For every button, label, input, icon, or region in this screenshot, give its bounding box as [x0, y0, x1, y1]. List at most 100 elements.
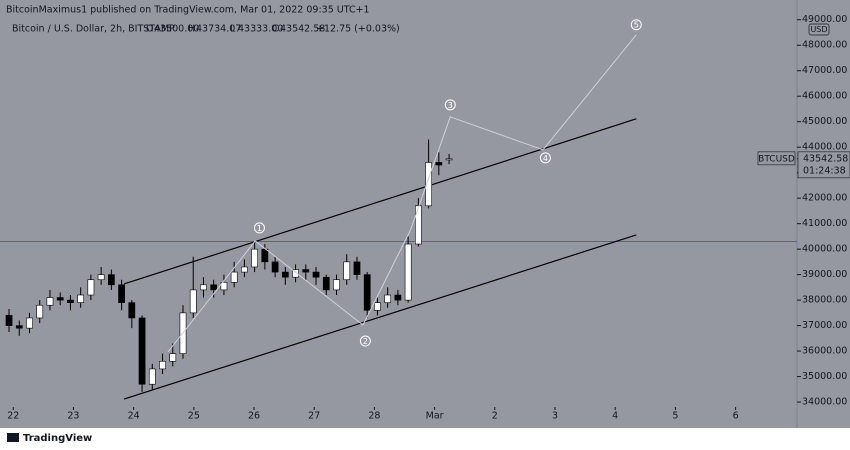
candle-body	[128, 302, 136, 319]
x-tick-label: 22	[7, 411, 19, 422]
x-tick-label: 6	[733, 411, 739, 422]
candle-body	[241, 266, 248, 273]
chart-background	[0, 0, 850, 428]
y-tick-label: 41000.00	[802, 218, 847, 229]
ohlc-key: L	[230, 24, 236, 35]
y-tick-label: 38000.00	[802, 295, 847, 306]
y-tick-label: 47000.00	[802, 65, 847, 76]
candle-body	[56, 297, 64, 301]
footer: TradingView	[7, 433, 92, 444]
candle-body	[435, 162, 443, 166]
candle-body	[281, 271, 289, 278]
candle-body	[200, 284, 207, 291]
ticker: BTCUSD	[758, 154, 795, 164]
candle-body	[261, 248, 269, 263]
candle-body	[414, 205, 422, 245]
y-tick-label: 37000.00	[802, 320, 847, 331]
x-tick-label: 27	[308, 411, 320, 422]
candle-body	[251, 248, 259, 268]
byline: BitcoinMaximus1 published on TradingView…	[6, 5, 370, 16]
ohlc-value: 43734.07	[196, 24, 241, 35]
change: +12.75 (+0.03%)	[316, 24, 400, 35]
candle-body	[67, 299, 74, 303]
candle-body	[118, 284, 125, 303]
y-tick-label: 49000.00	[802, 14, 847, 25]
x-tick-label: Mar	[426, 411, 444, 422]
candle-body	[5, 315, 13, 326]
ohlc-key: O	[146, 24, 153, 35]
wave-label: 2	[363, 337, 368, 346]
candle-body	[159, 360, 166, 370]
ohlc-key: H	[188, 24, 195, 35]
candle-body	[230, 271, 238, 283]
logo	[7, 433, 19, 442]
candle-body	[374, 302, 381, 311]
wave-label: 3	[448, 101, 453, 110]
candle-body	[384, 294, 392, 303]
brand: TradingView	[23, 433, 92, 444]
ohlc-value: 43542.58	[280, 24, 325, 35]
wave-label: 4	[543, 154, 548, 163]
wave-label-circle	[539, 152, 551, 164]
price-box	[797, 151, 850, 179]
ohlc-value: 43500.00	[154, 24, 199, 35]
wave-label-circle	[253, 222, 265, 234]
y-tick-label: 46000.00	[802, 91, 847, 102]
countdown: 01:24:38	[803, 165, 846, 176]
candle-body	[87, 279, 95, 296]
candle-body	[292, 269, 299, 278]
wave-label-circle	[630, 19, 642, 31]
x-tick-label: 2	[492, 411, 498, 422]
candle-body	[353, 261, 361, 275]
y-tick-label: 36000.00	[802, 346, 847, 357]
candle-body	[138, 317, 146, 385]
candle-body	[271, 261, 279, 273]
candle-body	[343, 261, 351, 281]
ohlc-key: C	[272, 24, 279, 35]
x-tick-label: 24	[128, 411, 140, 422]
candle-body	[189, 289, 197, 314]
wave-label-circle	[359, 335, 371, 347]
wave-label: 5	[634, 21, 639, 30]
x-tick-label: 25	[188, 411, 200, 422]
currency-box	[808, 23, 830, 36]
candle-body	[363, 274, 371, 311]
candle-body	[220, 281, 228, 291]
candle-body	[302, 269, 310, 273]
x-tick-label: 23	[67, 411, 79, 422]
candle-body	[15, 325, 23, 329]
currency: USD	[810, 25, 827, 34]
x-tick-label: 28	[368, 411, 380, 422]
last-price: 43542.58	[803, 153, 848, 164]
candle-body	[404, 243, 412, 301]
candle-body	[148, 368, 156, 385]
candle-body	[210, 284, 218, 291]
candle-body	[107, 274, 115, 286]
y-tick-label: 45000.00	[802, 116, 847, 127]
candle-body	[333, 279, 340, 291]
y-tick-label: 39000.00	[802, 269, 847, 280]
candle-body	[425, 162, 432, 207]
candle-body	[445, 158, 453, 161]
y-tick-label: 44000.00	[802, 142, 847, 153]
channel-line	[123, 118, 637, 285]
x-tick-label: 26	[248, 411, 260, 422]
ticker-box	[757, 151, 796, 166]
candle-body	[312, 271, 320, 278]
candle-body	[26, 317, 33, 329]
y-tick-label: 42000.00	[802, 193, 847, 204]
y-tick-label: 34000.00	[802, 397, 847, 408]
y-tick-label: 40000.00	[802, 244, 847, 255]
symbol: Bitcoin / U.S. Dollar, 2h, BITSTAMP	[12, 24, 175, 35]
candle-body	[36, 304, 44, 319]
candle-body	[169, 353, 177, 362]
x-tick-label: 5	[672, 411, 678, 422]
wave-label-circle	[444, 99, 456, 111]
y-tick-label: 48000.00	[802, 40, 847, 51]
ohlc-legend: O 43500.00H 43734.07L 43333.00C 43542.58	[146, 24, 325, 35]
wave-label: 1	[257, 224, 262, 233]
candle-body	[322, 276, 330, 291]
ohlc-value: 43333.00	[238, 24, 283, 35]
candle-body	[77, 294, 85, 303]
